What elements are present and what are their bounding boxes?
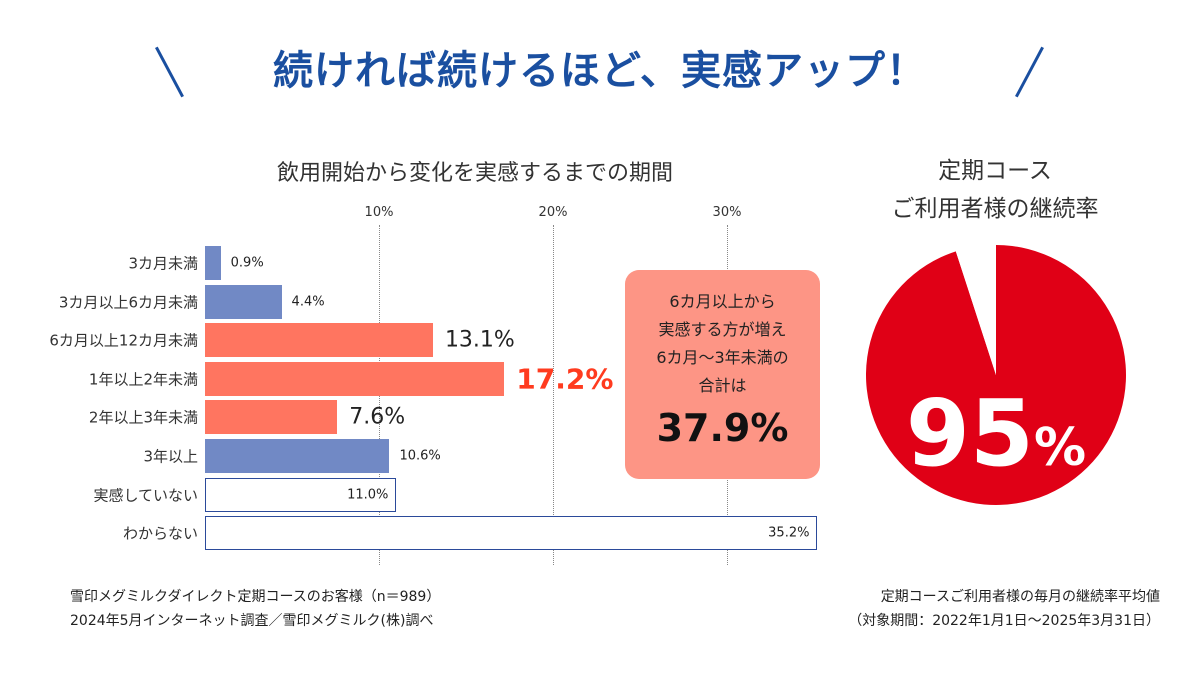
footnote-line: 雪印メグミルクダイレクト定期コースのお客様（n＝989）	[70, 589, 441, 605]
headline: 続ければ続けるほど、実感アップ！	[273, 48, 927, 94]
bar-value-label: 0.9%	[230, 255, 264, 271]
bar	[205, 400, 338, 435]
category-label: 3カ月以上6カ月未満	[58, 293, 198, 312]
callout-line: 6カ月以上から	[669, 292, 776, 311]
x-tick-label: 20%	[538, 205, 568, 220]
pie-title-line: ご利用者様の継続率	[891, 196, 1099, 222]
footnote-line: 定期コースご利用者様の毎月の継続率平均値	[880, 589, 1160, 605]
bar-value-label: 13.1%	[444, 327, 515, 353]
x-tick-label: 10%	[364, 205, 394, 220]
category-label: わからない	[122, 524, 198, 543]
category-label: 1年以上2年未満	[88, 370, 198, 389]
footnote-line: （対象期間：2022年1月1日〜2025年3月31日）	[848, 613, 1160, 629]
callout-line: 実感する方が増え	[658, 320, 787, 339]
pie-value-label: 95%	[866, 380, 1126, 487]
bar	[205, 246, 221, 280]
bar-value-label: 17.2%	[516, 362, 614, 396]
category-label: 3年以上	[143, 447, 198, 466]
bar-value-label: 35.2%	[768, 525, 810, 541]
category-label: 6カ月以上12カ月未満	[49, 331, 198, 350]
callout-box: 6カ月以上から 実感する方が増え 6カ月〜3年未満の 合計は 37.9%	[625, 270, 820, 479]
pie-chart-title: 定期コース ご利用者様の継続率	[860, 152, 1130, 228]
bar	[205, 477, 397, 512]
callout-value: 37.9%	[656, 406, 789, 450]
pie-value-number: 95	[905, 380, 1034, 487]
footnote-line: 2024年5月インターネット調査／雪印メグミルク(株)調べ	[70, 613, 434, 629]
bar	[205, 323, 433, 358]
gridline	[553, 225, 554, 565]
x-tick-label: 30%	[712, 205, 742, 220]
pie-slice-other	[955, 245, 996, 375]
bar	[205, 284, 282, 319]
category-label: 2年以上3年未満	[88, 408, 198, 427]
bar-value-label: 7.6%	[349, 404, 406, 430]
category-label: 3カ月未満	[128, 254, 198, 273]
bar	[205, 516, 818, 551]
right-footnote: 定期コースご利用者様の毎月の継続率平均値 （対象期間：2022年1月1日〜202…	[848, 585, 1160, 633]
left-footnote: 雪印メグミルクダイレクト定期コースのお客様（n＝989） 2024年5月インター…	[70, 585, 440, 633]
bar-value-label: 4.4%	[291, 294, 325, 310]
pie-title-line: 定期コース	[938, 158, 1052, 184]
callout-line: 6カ月〜3年未満の	[656, 348, 789, 367]
bar	[205, 439, 390, 473]
bar	[205, 361, 505, 396]
pie-value-unit: %	[1033, 418, 1087, 478]
bar-value-label: 11.0%	[347, 487, 389, 503]
bar-chart-title: 飲用開始から変化を実感するまでの期間	[276, 161, 673, 186]
category-label: 実感していない	[93, 486, 198, 505]
bar-value-label: 10.6%	[399, 448, 441, 464]
callout-line: 合計は	[698, 376, 747, 395]
